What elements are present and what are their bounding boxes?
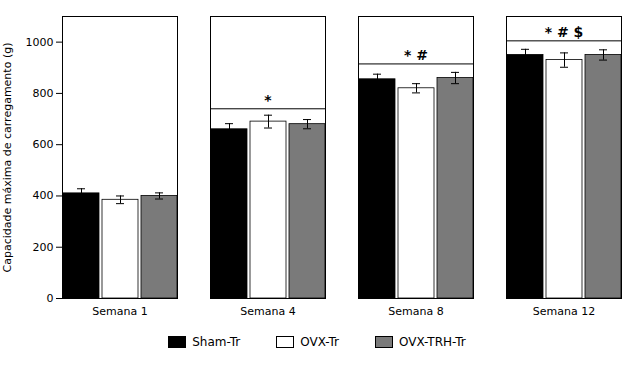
html-text:OVX-Tr: OVX-Tr	[300, 335, 339, 349]
svg-text:1000: 1000	[26, 36, 54, 49]
svg-text:Semana 8: Semana 8	[388, 305, 443, 318]
svg-text:400: 400	[33, 189, 54, 202]
svg-text:* #: * #	[404, 47, 428, 63]
svg-text:0: 0	[47, 292, 54, 305]
html-text:OVX-TRH-Tr: OVX-TRH-Tr	[399, 335, 466, 349]
svg-text:Semana 4: Semana 4	[240, 305, 295, 318]
svg-text:Semana 12: Semana 12	[533, 305, 595, 318]
html-text:Sham-Tr: Sham-Tr	[192, 335, 241, 349]
svg-text:* # $: * # $	[545, 24, 584, 40]
svg-text:*: *	[264, 92, 272, 108]
svg-text:800: 800	[33, 87, 54, 100]
svg-text:Capacidade máxima de carregame: Capacidade máxima de carregamento (g)	[1, 43, 14, 273]
svg-text:600: 600	[33, 138, 54, 151]
svg-text:Semana 1: Semana 1	[92, 305, 147, 318]
svg-text:200: 200	[33, 241, 54, 254]
